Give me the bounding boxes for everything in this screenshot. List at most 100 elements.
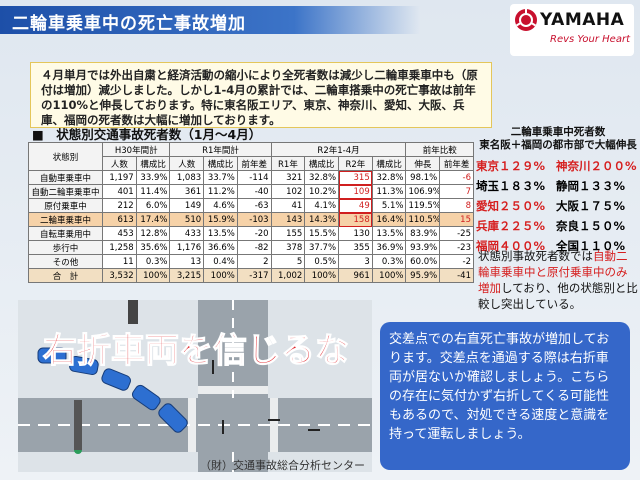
illustration-caption: 右折車両を信じるな [43, 331, 349, 371]
table-row: 原付乗車中 212 6.0% 149 4.6% -63 41 4.1% 49 5.1% 119.5%… [28, 198, 474, 213]
table-cell: 16.4% [371, 212, 407, 227]
row-label: 原付乗車中 [28, 198, 103, 213]
table-cell: 83.9% [405, 226, 441, 241]
row-label: その他 [28, 254, 103, 269]
table-cell: 15.9% [203, 212, 238, 227]
table-cell: 110.5% [405, 212, 441, 227]
table-column-header: 構成比 [203, 156, 238, 171]
table-column-header: 前年差 [236, 156, 272, 171]
table-column-header: R1年 [270, 156, 306, 171]
table-group-header: 前年比較 [405, 142, 474, 157]
data-table: 状態別 H30年間計 R1年間計 R2年1-4月 前年比較 人数 構成比 人数 構成比… [28, 142, 474, 283]
title-bar [0, 6, 420, 34]
table-cell: -23 [439, 240, 474, 255]
row-label: 歩行中 [28, 240, 103, 255]
table-cell: -317 [236, 268, 272, 283]
table-cell: 102 [270, 184, 306, 199]
logo-tagline: Revs Your Heart [550, 34, 630, 45]
table-cell: 36.6% [203, 240, 238, 255]
note-emphasis: 自動二輪車乗車中と原付乗車中のみ増加 [478, 249, 628, 295]
table-row: 合 計 3,532 100% 3,215 100% -317 1,002 100% 961 100… [28, 268, 474, 283]
table-group-header: R1年間計 [169, 142, 272, 157]
note: 状態別事故死者数では自動二輪車乗車中と原付乗車中のみ増加しており、他の状態別と比… [478, 248, 638, 312]
table-cell: 33.7% [203, 170, 238, 185]
table-cell: 10.2% [304, 184, 340, 199]
region-rate: 埼玉１８３% [476, 179, 546, 193]
table-cell: 0.4% [203, 254, 238, 269]
table-cell: 93.9% [405, 240, 441, 255]
table-cell: 109 [338, 184, 373, 199]
table-cell: 15 [439, 212, 474, 227]
table-cell: 11.3% [371, 184, 407, 199]
table-cell: -63 [236, 198, 272, 213]
table-row: 自動二輪車乗車中 401 11.4% 361 11.2% -40 102 10.2% 109 11… [28, 184, 474, 199]
title: 二輪車乗車中の死亡事故増加 [12, 14, 246, 34]
illustration: 右折車両を信じるな [18, 300, 372, 472]
table-group-header: R2年1-4月 [270, 142, 407, 157]
table-cell: 32.8% [304, 170, 340, 185]
table-cell: 11.4% [135, 184, 171, 199]
logo-mark [515, 9, 537, 31]
table-column-header: 構成比 [135, 156, 171, 171]
table-cell: 143 [270, 212, 306, 227]
table-row: その他 11 0.3% 13 0.4% 2 5 0.5% 3 0.3% 60.0% -2 [28, 254, 474, 269]
table-cell: 6.0% [135, 198, 171, 213]
table-cell: 2 [236, 254, 272, 269]
table-cell: 11 [102, 254, 137, 269]
table-column-header: 構成比 [371, 156, 407, 171]
row-label: 二輪車乗車中 [28, 212, 103, 227]
table-cell: 1,176 [169, 240, 205, 255]
table-cell: 1,197 [102, 170, 137, 185]
table-cell: 95.9% [405, 268, 441, 283]
table-column-header: R2年 [338, 156, 373, 171]
table-cell: 4.1% [304, 198, 340, 213]
table-cell: 13.5% [371, 226, 407, 241]
table-group-header: H30年間計 [101, 142, 171, 157]
regional-subtitle: 東名阪＋福岡の都市部で大幅伸長 [479, 139, 637, 151]
table-cell: 355 [338, 240, 373, 255]
table-cell: 1,258 [102, 240, 137, 255]
table-cell: 0.5% [304, 254, 340, 269]
table-cell: 149 [169, 198, 205, 213]
table-group-header: 状態別 [28, 142, 103, 171]
table-cell: -6 [439, 170, 474, 185]
table-cell: -41 [439, 268, 474, 283]
region-rate: 全国１１０% [556, 239, 626, 253]
table-cell: 510 [169, 212, 205, 227]
table-cell: 4.6% [203, 198, 238, 213]
table-cell: -103 [236, 212, 272, 227]
table-cell: -82 [236, 240, 272, 255]
table-cell: 49 [338, 198, 373, 213]
table-cell: 8 [439, 198, 474, 213]
table-cell: 100% [135, 268, 171, 283]
table-cell: -2 [439, 254, 474, 269]
intro-text: ４月単月では外出自粛と経済活動の縮小により全死者数は減少し二輪車乗車中も（原付は… [30, 62, 492, 128]
note-text: しており、他の状態別と比較し突出している。 [478, 281, 638, 311]
table-cell: -114 [236, 170, 272, 185]
table-cell: 100% [304, 268, 340, 283]
table-cell: 378 [270, 240, 306, 255]
table-column-header: 前年差 [439, 156, 474, 171]
table-cell: 60.0% [405, 254, 441, 269]
table-cell: 32.8% [371, 170, 407, 185]
region-rate: 神奈川２００% [556, 159, 637, 173]
table-cell: 321 [270, 170, 306, 185]
table-column-header: 人数 [102, 156, 137, 171]
table-cell: 15.5% [304, 226, 340, 241]
regional-heading: 二輪車乗車中死者数 東名阪＋福岡の都市部で大幅伸長 [478, 126, 638, 152]
table-row: 二輪車乗車中 613 17.4% 510 15.9% -103 143 14.3% 158 16.… [28, 212, 474, 227]
table-cell: 0.3% [135, 254, 171, 269]
region-rate: 福岡４００% [476, 239, 546, 253]
table-cell: 453 [102, 226, 137, 241]
row-label: 合 計 [28, 268, 103, 283]
table-cell: 315 [338, 170, 373, 185]
row-label: 自動車乗車中 [28, 170, 103, 185]
table-row: 自転車乗用中 453 12.8% 433 13.5% -20 155 15.5% 130 13.5… [28, 226, 474, 241]
table-cell: 36.9% [371, 240, 407, 255]
table-cell: 5 [270, 254, 306, 269]
table-cell: 100% [371, 268, 407, 283]
note-text: 状態別事故死者数では [478, 249, 593, 263]
table-column-header: 人数 [169, 156, 205, 171]
table-row: 自動車乗車中 1,197 33.9% 1,083 33.7% -114 321 32.8% 31… [28, 170, 474, 185]
logo: YAMAHA Revs Your Heart [510, 4, 634, 56]
